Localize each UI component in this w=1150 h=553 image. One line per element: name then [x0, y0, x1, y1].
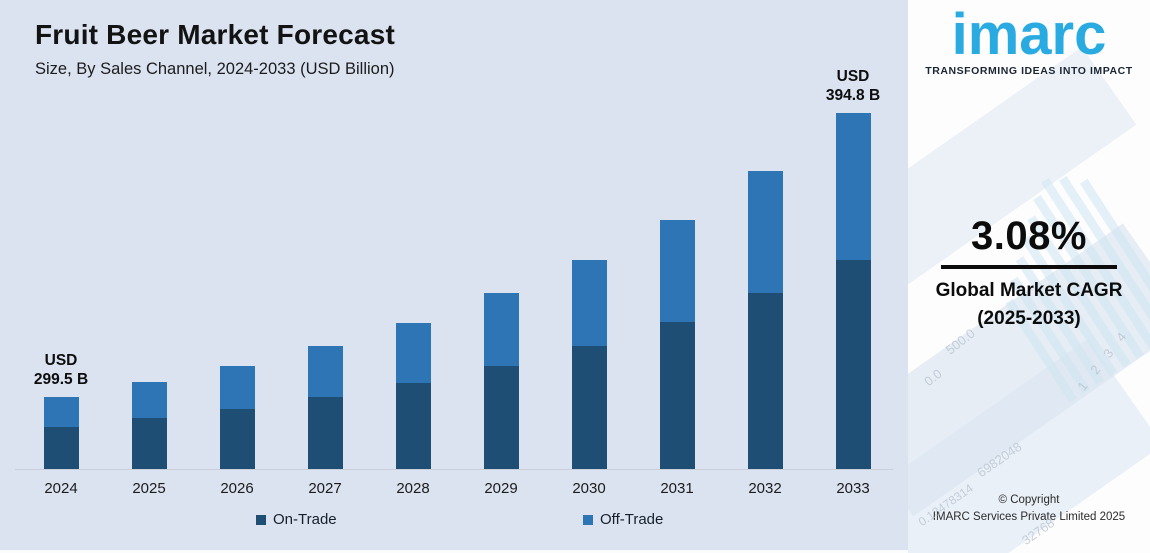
- off-trade-segment: [219, 366, 255, 409]
- on-trade-segment: [307, 397, 343, 469]
- legend-label-off-trade: Off-Trade: [600, 511, 664, 528]
- on-trade-segment: [395, 383, 431, 469]
- cagr-label: Global Market CAGR: [935, 280, 1123, 301]
- on-trade-swatch-icon: [256, 514, 266, 525]
- bar-2025: [131, 382, 167, 469]
- x-axis-label-2031: 2031: [660, 480, 694, 497]
- chart-title: Fruit Beer Market Forecast: [35, 19, 395, 50]
- x-axis-label-2033: 2033: [836, 480, 870, 497]
- copyright-line1: © Copyright: [998, 494, 1060, 506]
- off-trade-segment: [483, 293, 519, 366]
- legend-item-on-trade: On-Trade: [256, 511, 337, 528]
- bar-2032: [747, 171, 783, 469]
- off-trade-segment: [307, 346, 343, 397]
- watermark-number: 1 2 3 4: [1074, 325, 1133, 394]
- value-label-2033: USD 394.8 B: [825, 68, 881, 104]
- legend-label-on-trade: On-Trade: [273, 511, 337, 528]
- legend-item-off-trade: Off-Trade: [583, 511, 663, 528]
- bar-2024: [43, 397, 79, 469]
- off-trade-segment: [659, 220, 695, 322]
- on-trade-segment: [483, 366, 519, 469]
- on-trade-segment: [571, 346, 607, 469]
- watermark-number: 500.0: [942, 325, 978, 358]
- off-trade-segment: [835, 113, 871, 260]
- on-trade-segment: [659, 322, 695, 469]
- plot-area: 2024 2025 2026 2027 2028 2029 2030 2031 2032 2033…: [15, 68, 893, 497]
- chart-section: Fruit Beer Market Forecast Size, By Sale…: [0, 19, 908, 553]
- chart-subtitle: Size, By Sales Channel, 2024-2033 (USD B…: [35, 60, 395, 78]
- x-axis-label-2032: 2032: [748, 480, 782, 497]
- cagr-block: 3.08% Global Market CAGR (2025-2033): [908, 214, 1150, 330]
- off-trade-segment: [43, 397, 79, 427]
- x-axis-label-2027: 2027: [308, 480, 342, 497]
- on-trade-segment: [131, 418, 167, 469]
- imarc-logo: imarc TRANSFORMING IDEAS INTO IMPACT: [908, 2, 1150, 78]
- on-trade-segment: [747, 293, 783, 469]
- watermark-number: 0.0: [921, 366, 945, 389]
- x-axis-baseline: [15, 469, 893, 470]
- cagr-value: 3.08%: [971, 214, 1087, 258]
- watermark-number: 6982048: [974, 438, 1025, 481]
- off-trade-swatch-icon: [583, 514, 593, 525]
- bar-2026: [219, 366, 255, 469]
- off-trade-segment: [395, 323, 431, 383]
- off-trade-segment: [131, 382, 167, 418]
- x-axis-label-2028: 2028: [396, 480, 430, 497]
- imarc-logo-tagline: TRANSFORMING IDEAS INTO IMPACT: [925, 65, 1133, 77]
- brand-panel: imarc TRANSFORMING IDEAS INTO IMPACT 3.0…: [908, 0, 1150, 553]
- imarc-logo-text: imarc: [951, 2, 1107, 67]
- bar-2028: [395, 323, 431, 469]
- bar-2031: [659, 220, 695, 469]
- copyright: © Copyright IMARC Services Private Limit…: [908, 492, 1150, 526]
- bar-2033: [835, 113, 871, 469]
- copyright-line2: IMARC Services Private Limited 2025: [932, 511, 1126, 523]
- bar-2030: [571, 260, 607, 469]
- off-trade-segment: [571, 260, 607, 346]
- off-trade-segment: [747, 171, 783, 293]
- x-axis-label-2030: 2030: [572, 480, 606, 497]
- legend: On-Trade Off-Trade: [0, 511, 908, 535]
- x-axis-label-2026: 2026: [220, 480, 254, 497]
- x-axis-label-2025: 2025: [132, 480, 166, 497]
- bar-2029: [483, 293, 519, 469]
- x-axis-label-2024: 2024: [44, 480, 78, 497]
- on-trade-segment: [835, 260, 871, 469]
- cagr-period: (2025-2033): [977, 308, 1081, 329]
- cagr-divider: [941, 265, 1117, 269]
- x-axis-label-2029: 2029: [484, 480, 518, 497]
- on-trade-segment: [219, 409, 255, 469]
- on-trade-segment: [43, 427, 79, 469]
- value-label-2024: USD 299.5 B: [33, 352, 89, 388]
- bar-2027: [307, 346, 343, 469]
